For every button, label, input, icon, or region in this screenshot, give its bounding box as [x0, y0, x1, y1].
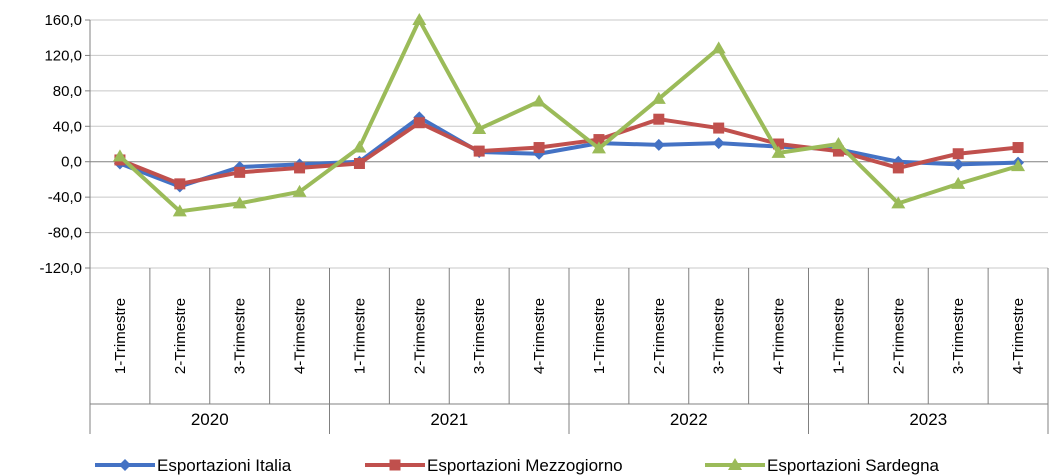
- y-tick-label: 120,0: [44, 47, 82, 64]
- data-point: [172, 204, 187, 217]
- x-tick-label: 3-Trimestre: [232, 298, 249, 374]
- data-point: [711, 41, 726, 54]
- x-tick-label: 4-Trimestre: [1010, 298, 1027, 374]
- data-point: [773, 138, 785, 150]
- data-point: [353, 157, 365, 169]
- data-point: [533, 142, 545, 154]
- data-point: [292, 184, 307, 197]
- x-tick-label: 2-Trimestre: [890, 298, 907, 374]
- data-point: [591, 141, 606, 154]
- data-point: [294, 162, 306, 174]
- data-point: [891, 196, 906, 209]
- group-label: 2020: [191, 410, 229, 429]
- y-tick-label: 80,0: [53, 83, 82, 100]
- data-point: [952, 158, 965, 171]
- x-tick-label: 3-Trimestre: [950, 298, 967, 374]
- legend-label: Esportazioni Sardegna: [767, 456, 940, 475]
- data-point: [653, 113, 665, 125]
- data-point: [532, 94, 547, 107]
- data-point: [652, 138, 665, 151]
- x-tick-label: 3-Trimestre: [711, 298, 728, 374]
- data-point: [951, 176, 966, 189]
- legend-item: Esportazioni Sardegna: [705, 456, 940, 475]
- y-tick-label: -120,0: [39, 260, 82, 277]
- group-label: 2022: [670, 410, 708, 429]
- series-layer: [112, 13, 1026, 217]
- x-tick-label: 4-Trimestre: [771, 298, 788, 374]
- series-esportazioni-mezzogiorno: [114, 113, 1024, 190]
- y-tick-label: -80,0: [48, 225, 82, 242]
- x-tick-label: 1-Trimestre: [351, 298, 368, 374]
- legend-swatch-marker: [728, 458, 742, 470]
- data-point: [712, 137, 725, 150]
- x-tick-label: 3-Trimestre: [471, 298, 488, 374]
- x-tick-label: 4-Trimestre: [292, 298, 309, 374]
- data-point: [472, 121, 487, 134]
- x-tick-label: 2-Trimestre: [411, 298, 428, 374]
- group-label: 2023: [909, 410, 947, 429]
- x-axis-tick-labels: 1-Trimestre 2-Trimestre 3-Trimestre 4-Trime…: [112, 298, 1027, 429]
- data-point: [593, 134, 605, 146]
- data-point: [232, 196, 247, 209]
- y-gridlines: [90, 19, 1048, 269]
- data-point: [831, 137, 846, 149]
- x-tick-label: 1-Trimestre: [112, 298, 129, 374]
- data-point: [112, 149, 127, 162]
- data-point: [413, 117, 425, 129]
- data-point: [651, 91, 666, 104]
- data-point: [771, 145, 786, 158]
- legend-item: Esportazioni Mezzogiorno: [365, 456, 623, 475]
- axes: [85, 19, 1049, 434]
- y-axis-tick-labels: 160,0 120,0 80,0 40,0 0,0 -40,0 -80,0 -120,0: [39, 12, 82, 277]
- y-tick-label: -40,0: [48, 189, 82, 206]
- data-point: [1011, 159, 1026, 172]
- legend-item: Esportazioni Italia: [95, 456, 292, 475]
- series-esportazioni-sardegna: [112, 13, 1026, 217]
- y-tick-label: 40,0: [53, 118, 82, 135]
- series-line: [117, 115, 1021, 189]
- data-point: [412, 13, 427, 25]
- data-point: [174, 178, 186, 190]
- y-tick-label: 160,0: [44, 12, 82, 29]
- group-label: 2021: [430, 410, 468, 429]
- data-point: [892, 162, 904, 174]
- x-tick-label: 2-Trimestre: [172, 298, 189, 374]
- series-line: [117, 117, 1021, 186]
- data-point: [352, 140, 367, 153]
- legend-label: Esportazioni Mezzogiorno: [427, 456, 623, 475]
- legend-swatch-marker: [119, 459, 131, 471]
- legend-label: Esportazioni Italia: [157, 456, 292, 475]
- x-tick-label: 4-Trimestre: [531, 298, 548, 374]
- data-point: [473, 145, 485, 157]
- x-tick-label: 1-Trimestre: [830, 298, 847, 374]
- data-point: [234, 166, 246, 178]
- legend: Esportazioni Italia Esportazioni Mezzogio…: [95, 456, 940, 475]
- data-point: [832, 145, 844, 157]
- legend-swatch-marker: [389, 459, 401, 471]
- data-point: [952, 148, 964, 160]
- y-tick-label: 0,0: [61, 154, 82, 171]
- x-tick-label: 2-Trimestre: [651, 298, 668, 374]
- data-point: [713, 122, 725, 134]
- x-tick-label: 1-Trimestre: [591, 298, 608, 374]
- series-line: [117, 18, 1021, 214]
- data-point: [1012, 142, 1024, 154]
